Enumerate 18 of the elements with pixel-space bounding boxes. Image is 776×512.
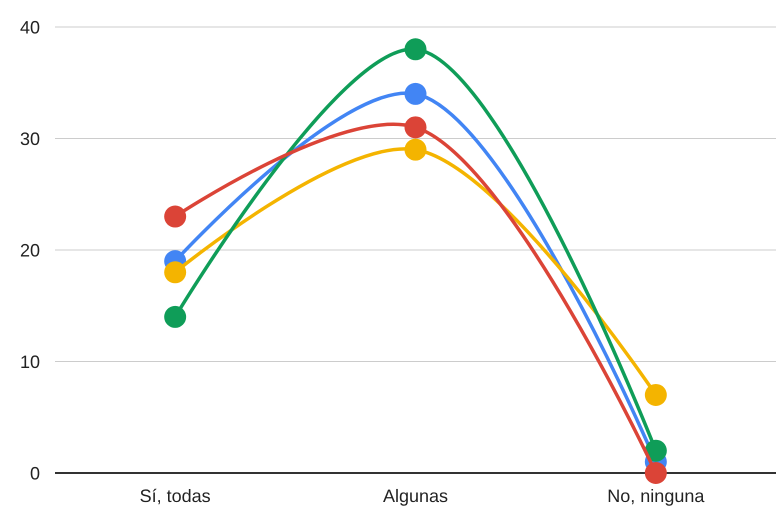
y-tick-label: 10 <box>20 352 40 372</box>
y-tick-label: 20 <box>20 240 40 260</box>
point <box>404 138 426 161</box>
point <box>644 440 667 462</box>
point <box>644 384 667 406</box>
y-tick-label: 0 <box>30 463 40 484</box>
x-tick-label: Algunas <box>382 486 448 506</box>
y-tick-label: 40 <box>20 17 40 38</box>
point <box>644 462 667 484</box>
point <box>404 82 426 105</box>
point <box>164 261 186 284</box>
point <box>404 38 426 60</box>
y-tick-label: 30 <box>20 128 40 149</box>
x-tick-label: No, ninguna <box>607 486 706 506</box>
point <box>164 306 186 328</box>
x-tick-label: Sí, todas <box>140 486 211 506</box>
point <box>164 206 186 228</box>
point <box>404 116 426 138</box>
